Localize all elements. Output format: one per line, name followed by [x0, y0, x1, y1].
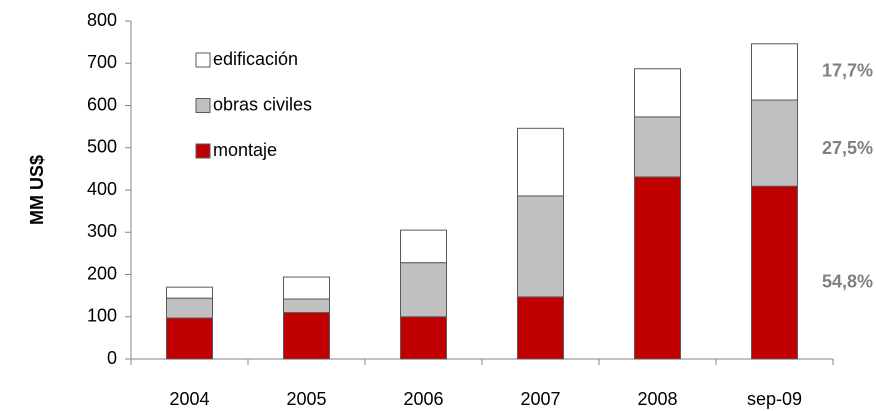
bar-segment — [283, 298, 330, 314]
bar-segment — [283, 276, 330, 300]
y-tick-label: 800 — [87, 10, 117, 30]
legend-swatch — [195, 52, 211, 68]
x-tick-label: 2005 — [286, 389, 326, 409]
bar-segment — [517, 195, 564, 298]
y-tick-label: 0 — [107, 348, 117, 368]
y-tick-label: 200 — [87, 263, 117, 283]
bar-segment — [400, 229, 447, 264]
y-tick-label: 600 — [87, 94, 117, 114]
y-tick-label: 500 — [87, 137, 117, 157]
bar-segment — [634, 116, 681, 178]
x-tick-label: 2008 — [637, 389, 677, 409]
x-tick-label: 2007 — [520, 389, 560, 409]
bar-segment — [634, 176, 681, 360]
x-tick-label: 2006 — [403, 389, 443, 409]
bar-segment — [400, 262, 447, 318]
bar-segment — [517, 296, 564, 360]
y-tick-label: 700 — [87, 52, 117, 72]
y-tick-label: 100 — [87, 306, 117, 326]
legend-label: montaje — [213, 140, 277, 160]
bar-segment — [166, 286, 213, 299]
bar-segment — [283, 312, 330, 360]
y-tick-label: 300 — [87, 221, 117, 241]
bar-segment — [751, 99, 798, 187]
legend-swatch — [195, 143, 211, 159]
bar-segment — [517, 127, 564, 197]
bar-segment — [634, 68, 681, 118]
annotation: 17,7% — [822, 61, 873, 81]
bar-segment — [400, 316, 447, 360]
bar-segment — [751, 185, 798, 360]
legend-label: obras civiles — [213, 94, 312, 114]
bar-segment — [166, 317, 213, 360]
bar-segment — [751, 43, 798, 101]
legend-swatch — [195, 98, 211, 113]
bar-segment — [166, 297, 213, 319]
annotation: 27,5% — [822, 138, 873, 158]
y-axis-label: MM US$ — [27, 155, 47, 225]
x-tick-label: 2004 — [169, 389, 209, 409]
annotation: 54,8% — [822, 271, 873, 291]
y-tick-label: 400 — [87, 179, 117, 199]
x-tick-label: sep-09 — [747, 389, 802, 409]
legend-label: edificación — [213, 49, 298, 69]
